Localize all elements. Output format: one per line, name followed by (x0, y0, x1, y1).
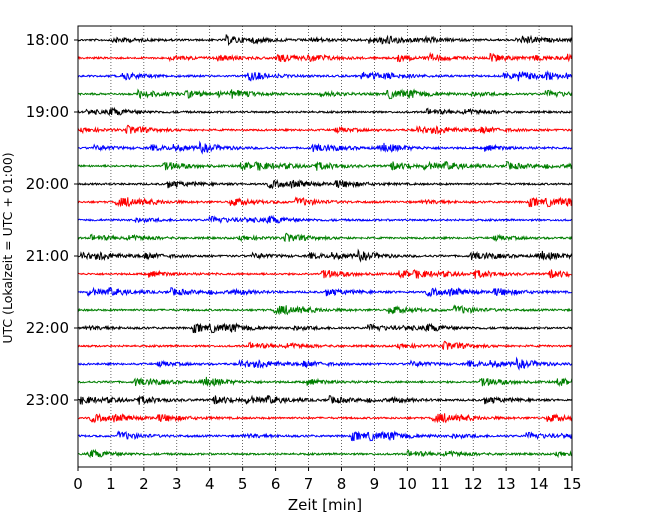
x-tick-label: 10 (398, 475, 417, 493)
trace-line (77, 340, 573, 351)
x-tick-label: 0 (73, 475, 83, 493)
x-axis-ticks: 0 1 2 3 4 5 6 7 8 9 10 11 12 13 14 15 (73, 467, 582, 493)
x-axis-label: Zeit [min] (288, 496, 362, 514)
x-tick-label: 1 (106, 475, 116, 493)
x-tick-label: 12 (464, 475, 483, 493)
x-tick-label: 7 (304, 475, 314, 493)
trace-line (77, 376, 573, 388)
x-tick-label: 4 (205, 475, 215, 493)
trace-line (77, 286, 573, 298)
x-tick-label: 3 (172, 475, 182, 493)
trace-line (77, 356, 573, 371)
trace-line (77, 140, 573, 155)
traces (77, 34, 573, 459)
y-tick-label: 18:00 (26, 31, 69, 49)
trace-line (77, 430, 573, 442)
x-tick-label: 8 (337, 475, 347, 493)
trace-line (77, 124, 573, 135)
trace-line (77, 214, 572, 225)
trace-line (77, 178, 573, 190)
trace-line (77, 248, 573, 263)
x-tick-label: 6 (271, 475, 281, 493)
trace-line (77, 69, 573, 82)
trace-line (77, 394, 573, 405)
trace-line (77, 196, 573, 208)
trace-line (77, 268, 572, 280)
trace-line (77, 106, 573, 117)
x-tick-label: 5 (238, 475, 248, 493)
y-tick-label: 20:00 (26, 175, 69, 193)
x-tick-label: 11 (431, 475, 450, 493)
x-tick-label: 14 (530, 475, 549, 493)
trace-line (77, 412, 573, 424)
y-tick-label: 23:00 (26, 391, 69, 409)
x-tick-label: 13 (497, 475, 516, 493)
trace-line (77, 34, 573, 47)
trace-line (77, 304, 573, 316)
y-tick-label: 21:00 (26, 247, 69, 265)
trace-line (77, 88, 573, 100)
x-tick-label: 15 (562, 475, 581, 493)
x-tick-label: 2 (139, 475, 149, 493)
trace-line (77, 232, 573, 243)
x-tick-label: 9 (370, 475, 380, 493)
y-axis-label: UTC (Lokalzeit = UTC + 01:00) (0, 152, 15, 343)
plot-frame (77, 25, 573, 468)
y-axis-ticks: 18:00 19:00 20:00 21:00 22:00 23:00 (26, 31, 78, 409)
y-tick-label: 19:00 (26, 103, 69, 121)
trace-line (77, 448, 572, 459)
y-tick-label: 22:00 (26, 319, 69, 337)
trace-line (77, 160, 573, 172)
trace-line (77, 51, 573, 63)
trace-line (77, 322, 573, 334)
